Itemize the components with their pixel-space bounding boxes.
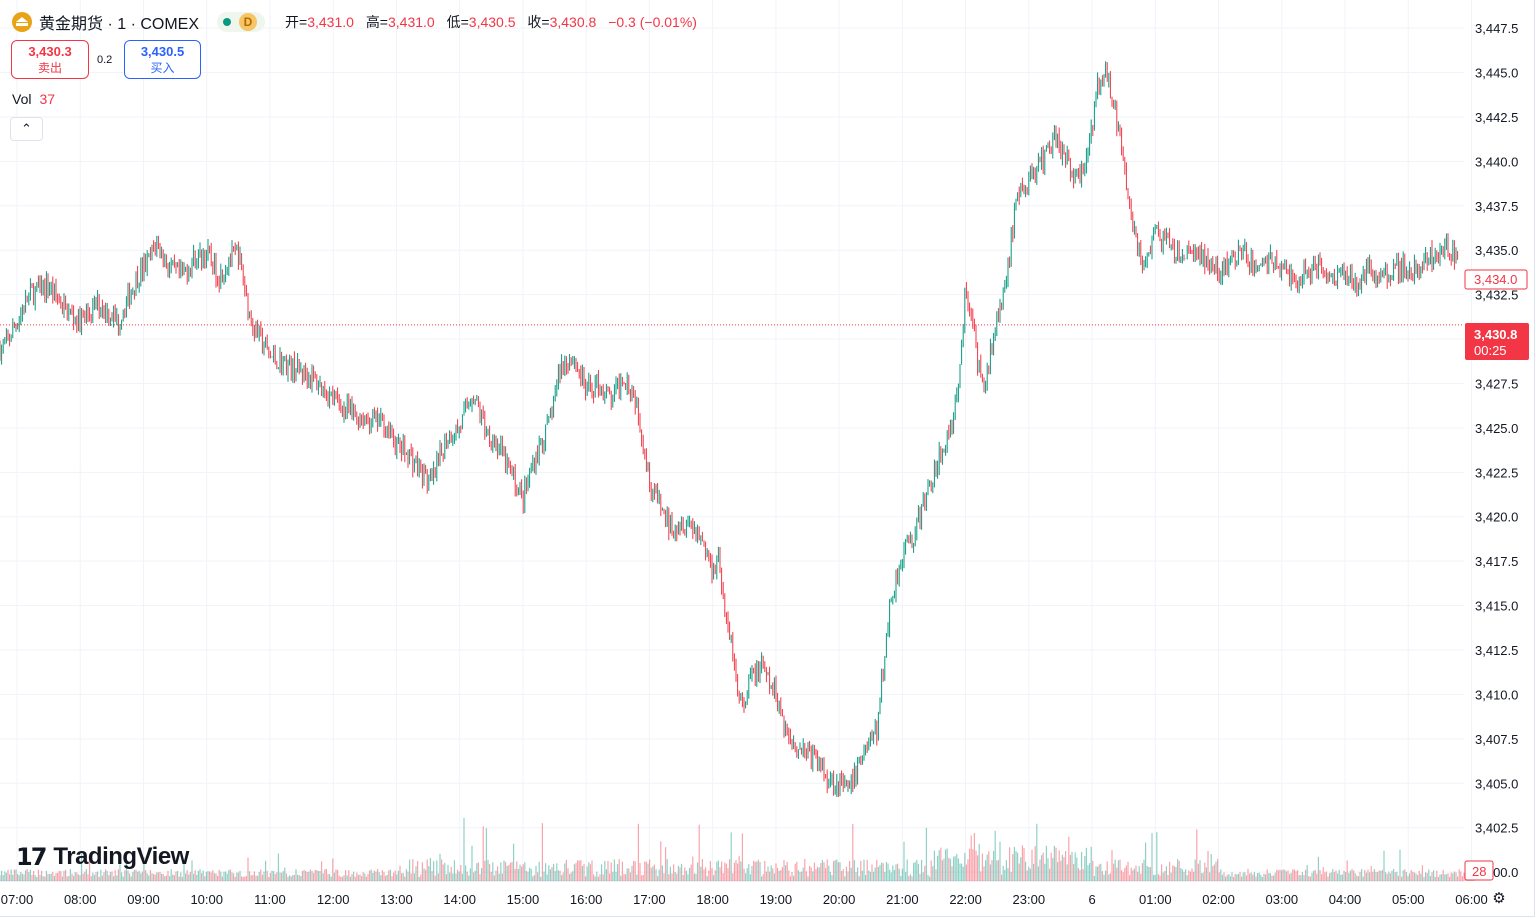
time-tick-label: 15:00 [507, 892, 540, 907]
time-tick-label: 6 [1088, 892, 1095, 907]
time-tick-label: 16:00 [570, 892, 603, 907]
tradingview-wordmark: TradingView [53, 843, 189, 870]
time-tick-label: 13:00 [380, 892, 413, 907]
price-tick-label: 3,420.0 [1475, 510, 1518, 525]
price-tick-label: 3,425.0 [1475, 421, 1518, 436]
volume-label: Vol [12, 91, 32, 107]
time-tick-label: 17:00 [633, 892, 666, 907]
grid-lines [0, 0, 1473, 882]
price-tick-label: 3,435.0 [1475, 243, 1518, 258]
spread-value: 0.2 [97, 54, 113, 66]
time-tick-label: 09:00 [127, 892, 160, 907]
symbol-title[interactable]: 黄金期货 · 1 · COMEX [39, 16, 200, 33]
open-label: 开= [285, 14, 308, 30]
ohlc-values: 开=3,431.0 高=3,431.0 低=3,430.5 收=3,430.8 … [285, 12, 705, 32]
volume-marker-box [1464, 860, 1494, 881]
time-tick-label: 03:00 [1266, 892, 1299, 907]
price-tick-label: 3,415.0 [1475, 599, 1518, 614]
price-tick-label: 3,407.5 [1475, 732, 1518, 747]
close-label: 收= [527, 14, 550, 30]
chevron-up-icon: ⌃ [21, 121, 32, 136]
low-value: 3,430.5 [468, 14, 516, 30]
buy-label: 买入 [150, 61, 175, 75]
price-tick-label: 3,410.0 [1475, 687, 1518, 702]
tradingview-mark-icon: 17 [16, 843, 47, 871]
time-tick-label: 19:00 [760, 892, 793, 907]
price-tick-label: 3,402.5 [1475, 821, 1518, 836]
high-label: 高= [365, 14, 388, 30]
price-tick-label: 3,440.0 [1475, 154, 1518, 169]
price-tick-label: 3,437.5 [1475, 199, 1518, 214]
price-axis[interactable]: 3,447.5 3,445.0 3,442.5 3,440.0 3,437.5 3,435… [1475, 21, 1518, 880]
price-tick-label: 3,432.5 [1475, 288, 1518, 303]
open-value: 3,431.0 [307, 14, 354, 30]
data-badge: D [239, 13, 258, 31]
time-axis[interactable]: 07:00 08:00 09:00 10:00 11:00 12:00 13:00 14:00… [1, 892, 1488, 907]
buy-button[interactable]: 3,430.5 买入 [124, 40, 201, 79]
tradingview-logo[interactable]: 17 TradingView [16, 843, 189, 871]
chart-legend: 黄金期货 · 1 · COMEX D 开=3,431.0 高=3,431.0 低… [12, 11, 705, 33]
low-label: 低= [446, 14, 469, 30]
time-tick-label: 07:00 [1, 892, 34, 907]
change-value: −0.3 (−0.01%) [608, 14, 697, 30]
price-tick-label: 3,447.5 [1475, 21, 1518, 36]
price-tick-label: 3,417.5 [1475, 554, 1518, 569]
volume-marker: 28 [1472, 864, 1486, 879]
sell-label: 卖出 [37, 61, 62, 75]
collapse-legend-button[interactable]: ⌃ [10, 117, 43, 141]
volume-legend: Vol 37 [12, 91, 55, 107]
price-tick-label: 3,445.0 [1475, 66, 1518, 81]
sell-button[interactable]: 3,430.3 卖出 [11, 40, 89, 79]
close-value: 3,430.8 [549, 14, 597, 30]
volume-value: 37 [39, 91, 56, 107]
time-tick-label: 01:00 [1139, 892, 1172, 907]
time-tick-label: 20:00 [823, 892, 856, 907]
time-tick-label: 12:00 [317, 892, 350, 907]
buy-price: 3,430.5 [140, 44, 185, 59]
high-value: 3,431.0 [388, 14, 435, 30]
time-tick-label: 10:00 [190, 892, 223, 907]
price-tick-label: 3,427.5 [1475, 376, 1518, 391]
time-tick-label: 05:00 [1392, 892, 1425, 907]
gold-logo-icon [12, 12, 32, 32]
price-tick-label: 3,412.5 [1475, 643, 1518, 658]
time-tick-label: 18:00 [696, 892, 729, 907]
bar-countdown: 00:25 [1474, 343, 1507, 358]
sell-price: 3,430.3 [28, 44, 72, 59]
time-tick-label: 06:00 [1455, 892, 1488, 907]
market-open-dot [223, 18, 232, 26]
time-tick-label: 08:00 [64, 892, 97, 907]
last-price-marker: 3,430.8 [1474, 327, 1517, 342]
time-tick-label: 23:00 [1013, 892, 1046, 907]
time-tick-label: 02:00 [1202, 892, 1235, 907]
volume-bars [0, 818, 1475, 881]
candles [0, 61, 1459, 798]
price-markers: 3,434.0 3,430.8 00:25 28 [1464, 269, 1529, 881]
time-tick-label: 11:00 [254, 892, 286, 907]
last-price-marker-box [1465, 323, 1529, 360]
time-tick-label: 21:00 [886, 892, 919, 907]
time-tick-label: 04:00 [1329, 892, 1362, 907]
price-tick-label: 3,405.0 [1475, 776, 1518, 791]
gear-icon[interactable]: ⚙ [1492, 890, 1506, 907]
time-tick-label: 14:00 [443, 892, 476, 907]
prior-price-marker-box [1464, 269, 1528, 290]
prior-price-marker: 3,434.0 [1474, 272, 1517, 287]
price-tick-label: 3,442.5 [1475, 110, 1518, 125]
price-tick-label: 3,422.5 [1475, 465, 1518, 480]
market-status-pill[interactable]: D [217, 12, 266, 32]
time-tick-label: 22:00 [949, 892, 982, 907]
